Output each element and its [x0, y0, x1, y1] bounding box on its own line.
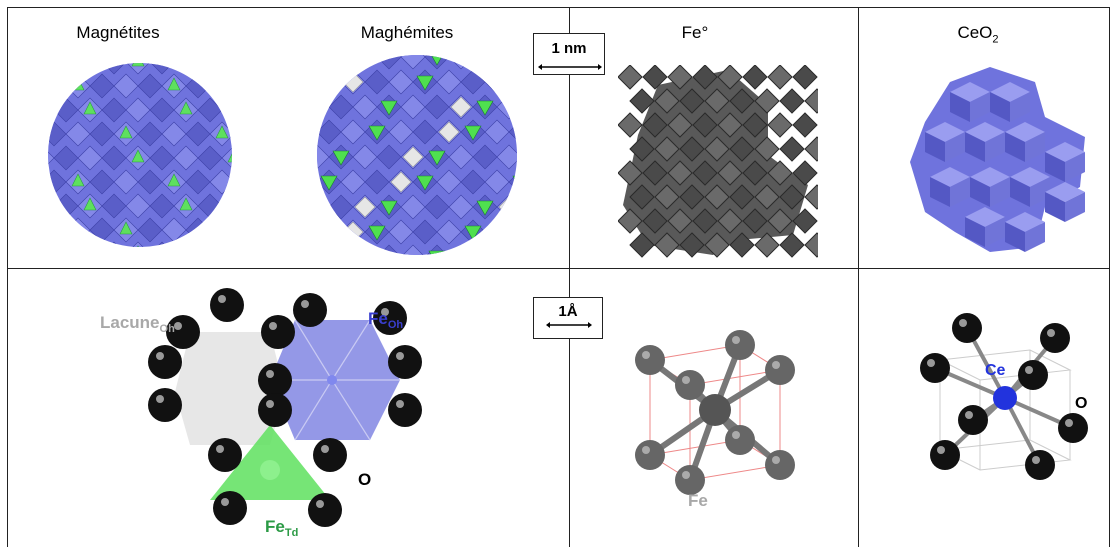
vacancy-octahedron — [175, 332, 285, 445]
table-border-right — [1109, 7, 1110, 547]
header-ceo2-main: CeO — [957, 23, 993, 42]
fe-td-atom — [260, 460, 280, 480]
label-lacune-oh: LacuneOh — [100, 313, 175, 335]
iron-nanoparticle-image — [618, 65, 818, 258]
header-maghemites: Maghémites — [360, 23, 454, 42]
label-fe-atom: Fe — [688, 491, 708, 510]
table-divider-right — [858, 7, 859, 547]
ce-atom — [993, 386, 1017, 410]
label-ce: Ce — [985, 362, 1006, 379]
label-fe-td: FeTd — [265, 517, 298, 539]
table-divider-middle — [569, 7, 570, 547]
scale-bar-top: 1 nm — [533, 33, 605, 75]
header-ceo2: CeO2 — [948, 23, 1008, 45]
table-divider-row — [7, 268, 1110, 269]
ceo2-unit-cell-diagram: Ce O — [920, 313, 1088, 480]
label-fe-oh: FeOh — [368, 309, 403, 331]
scale-bar-bottom-label: 1Å — [558, 303, 578, 320]
fe-unit-cell-diagram: Fe — [635, 330, 795, 510]
maghemite-nanoparticle-image — [317, 55, 517, 255]
figure-table — [7, 7, 1110, 547]
scale-bar-top-label: 1 nm — [551, 40, 587, 57]
spinel-structure-diagram: LacuneOh FeOh FeTd O — [100, 288, 422, 539]
table-border-top — [7, 7, 1110, 8]
table-border-left — [7, 7, 8, 547]
fe-oh-atom — [327, 375, 337, 385]
header-ceo2-sub: 2 — [992, 33, 999, 46]
magnetite-nanoparticle-image — [48, 63, 232, 247]
scale-bar-bottom: 1Å — [533, 297, 603, 339]
header-magnetites: Magnétites — [76, 23, 160, 42]
label-oxygen-spinel: O — [358, 470, 371, 489]
ceo2-nanoparticle-image — [910, 67, 1085, 252]
label-oxygen-ceo2: O — [1075, 395, 1087, 412]
header-fe0: Fe° — [681, 23, 709, 42]
